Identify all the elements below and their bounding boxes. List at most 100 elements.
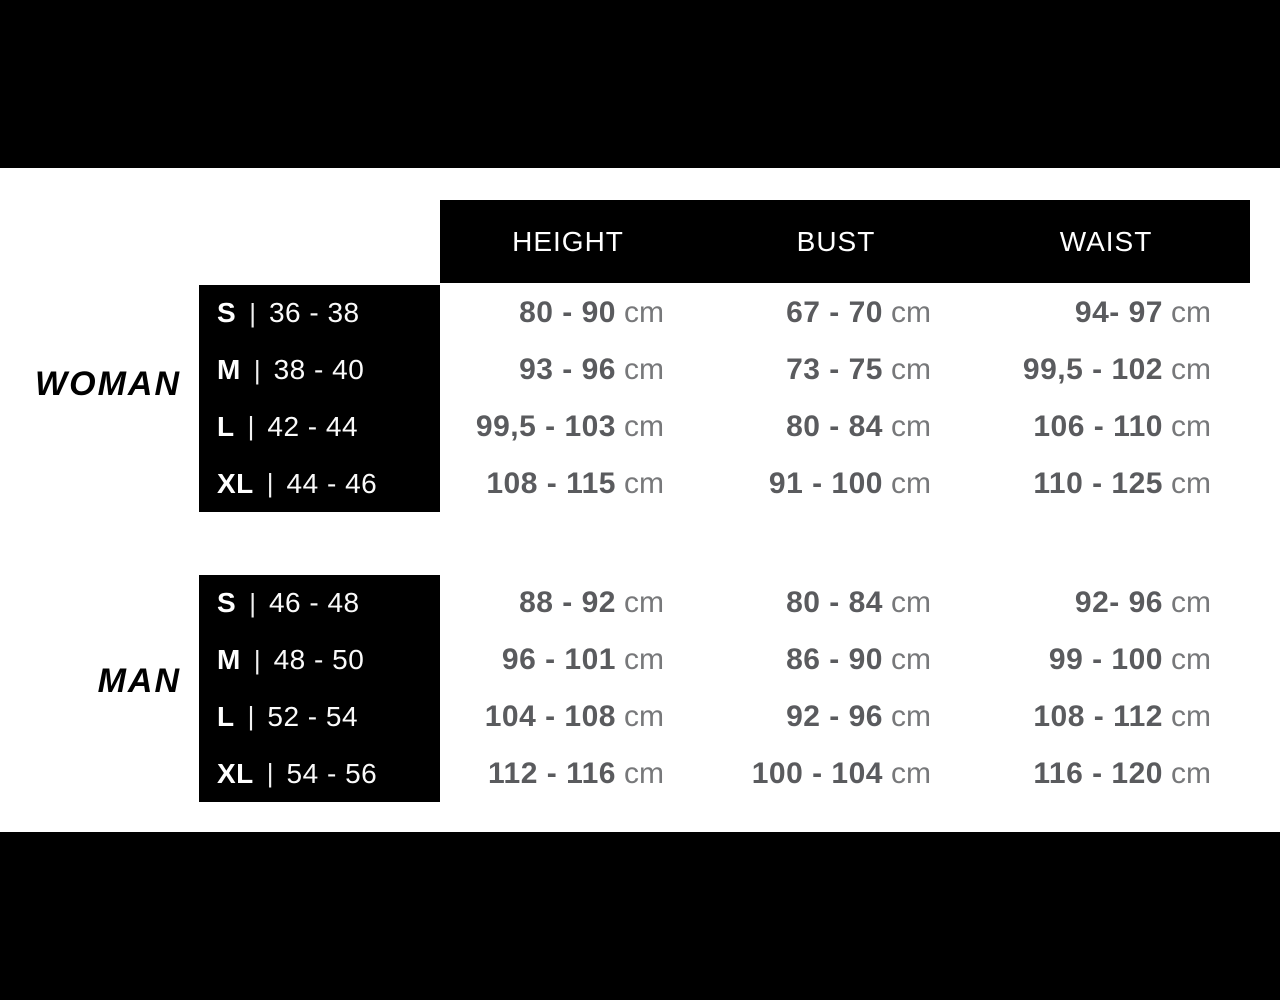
measurement-unit: cm xyxy=(891,643,931,677)
height-cell: 88 - 92 cm xyxy=(440,575,664,632)
size-letter: XL xyxy=(217,467,254,499)
waist-cell: 99,5 - 102 cm xyxy=(931,342,1211,399)
size-letter: S xyxy=(217,587,237,619)
size-separator: | xyxy=(253,354,261,385)
measurement-value: 99 - 100 xyxy=(1048,643,1163,677)
size-row: XL | 54 - 56 xyxy=(217,745,440,802)
height-cell: 108 - 115 cm xyxy=(440,455,664,512)
bust-cell: 100 - 104 cm xyxy=(664,745,931,802)
measurement-value: 86 - 90 xyxy=(786,643,883,677)
measurement-unit: cm xyxy=(891,699,931,733)
size-separator: | xyxy=(266,758,274,789)
measurement-unit: cm xyxy=(891,353,931,387)
measurement-unit: cm xyxy=(624,353,664,387)
measurement-unit: cm xyxy=(891,756,931,790)
size-letter: L xyxy=(217,700,235,732)
height-cell: 99,5 - 103 cm xyxy=(440,399,664,456)
column-header-bust: BUST xyxy=(796,225,876,257)
height-cell: 104 - 108 cm xyxy=(440,689,664,746)
size-row: S | 36 - 38 xyxy=(217,285,440,342)
measurement-value: 93 - 96 xyxy=(519,353,616,387)
measurement-unit: cm xyxy=(624,586,664,620)
measurement-unit: cm xyxy=(891,296,931,330)
measurement-value: 106 - 110 xyxy=(1033,409,1163,443)
man-size-box: S | 46 - 48 M | 48 - 50 L | 52 - 54 XL |… xyxy=(199,575,440,802)
measurement-value: 92- 96 xyxy=(1074,586,1163,620)
size-separator: | xyxy=(249,297,256,328)
bottom-black-band xyxy=(0,832,1280,1000)
measurement-value: 80 - 84 xyxy=(786,586,883,620)
waist-cell: 94- 97 cm xyxy=(931,285,1211,342)
measurement-unit: cm xyxy=(891,409,931,443)
size-letter: M xyxy=(217,644,241,676)
measurement-value: 99,5 - 102 xyxy=(1022,353,1163,387)
measurement-unit: cm xyxy=(624,466,664,500)
size-separator: | xyxy=(247,701,255,732)
measurement-unit: cm xyxy=(1171,586,1211,620)
measurement-unit: cm xyxy=(891,466,931,500)
measurement-value: 80 - 90 xyxy=(519,296,616,330)
waist-cell: 116 - 120 cm xyxy=(931,745,1211,802)
measurement-unit: cm xyxy=(1171,643,1211,677)
measurement-unit: cm xyxy=(891,586,931,620)
measurement-unit: cm xyxy=(1171,409,1211,443)
man-measurements: 88 - 92 cm 80 - 84 cm 92- 96 cm 96 - 101… xyxy=(440,575,1211,802)
waist-cell: 99 - 100 cm xyxy=(931,632,1211,689)
size-row: M | 48 - 50 xyxy=(217,632,440,689)
size-row: M | 38 - 40 xyxy=(217,342,440,399)
measurement-value: 94- 97 xyxy=(1074,296,1163,330)
size-range: 38 - 40 xyxy=(273,354,365,386)
measurement-value: 99,5 - 103 xyxy=(475,409,616,443)
size-letter: S xyxy=(217,297,237,329)
size-row: L | 52 - 54 xyxy=(217,689,440,746)
waist-cell: 92- 96 cm xyxy=(931,575,1211,632)
size-separator: | xyxy=(249,587,256,618)
measurement-value: 112 - 116 xyxy=(488,756,616,790)
measurement-value: 108 - 112 xyxy=(1033,699,1163,733)
measurement-unit: cm xyxy=(1171,699,1211,733)
measurement-header-bar: HEIGHT BUST WAIST xyxy=(440,200,1250,283)
measurement-unit: cm xyxy=(624,756,664,790)
measurement-value: 100 - 104 xyxy=(751,756,883,790)
measurement-value: 88 - 92 xyxy=(519,586,616,620)
size-range: 46 - 48 xyxy=(268,587,360,619)
height-cell: 96 - 101 cm xyxy=(440,632,664,689)
size-separator: | xyxy=(253,644,261,675)
column-header-waist: WAIST xyxy=(1059,225,1153,257)
measurement-unit: cm xyxy=(1171,353,1211,387)
size-row: S | 46 - 48 xyxy=(217,575,440,632)
woman-section-label: WOMAN xyxy=(35,365,181,403)
waist-cell: 106 - 110 cm xyxy=(931,399,1211,456)
measurement-value: 104 - 108 xyxy=(484,699,616,733)
bust-cell: 80 - 84 cm xyxy=(664,575,931,632)
bust-cell: 91 - 100 cm xyxy=(664,455,931,512)
size-range: 52 - 54 xyxy=(267,700,359,732)
woman-size-box: S | 36 - 38 M | 38 - 40 L | 42 - 44 XL |… xyxy=(199,285,440,512)
measurement-value: 108 - 115 xyxy=(486,466,616,500)
measurement-value: 73 - 75 xyxy=(786,353,883,387)
column-header-height: HEIGHT xyxy=(512,225,624,257)
measurement-unit: cm xyxy=(1171,466,1211,500)
size-letter: XL xyxy=(217,757,254,789)
measurement-value: 92 - 96 xyxy=(786,699,883,733)
waist-cell: 110 - 125 cm xyxy=(931,455,1211,512)
measurement-unit: cm xyxy=(624,699,664,733)
measurement-value: 67 - 70 xyxy=(786,296,883,330)
size-range: 48 - 50 xyxy=(273,644,365,676)
height-cell: 112 - 116 cm xyxy=(440,745,664,802)
top-black-band xyxy=(0,0,1280,168)
woman-measurements: 80 - 90 cm 67 - 70 cm 94- 97 cm 93 - 96 … xyxy=(440,285,1211,512)
size-letter: M xyxy=(217,354,241,386)
man-section-label: MAN xyxy=(97,662,181,700)
size-letter: L xyxy=(217,410,235,442)
size-range: 54 - 56 xyxy=(286,757,378,789)
size-row: XL | 44 - 46 xyxy=(217,455,440,512)
measurement-value: 91 - 100 xyxy=(768,466,883,500)
measurement-unit: cm xyxy=(624,643,664,677)
size-range: 44 - 46 xyxy=(286,467,378,499)
size-row: L | 42 - 44 xyxy=(217,399,440,456)
size-separator: | xyxy=(247,411,255,442)
measurement-value: 110 - 125 xyxy=(1033,466,1163,500)
bust-cell: 80 - 84 cm xyxy=(664,399,931,456)
waist-cell: 108 - 112 cm xyxy=(931,689,1211,746)
